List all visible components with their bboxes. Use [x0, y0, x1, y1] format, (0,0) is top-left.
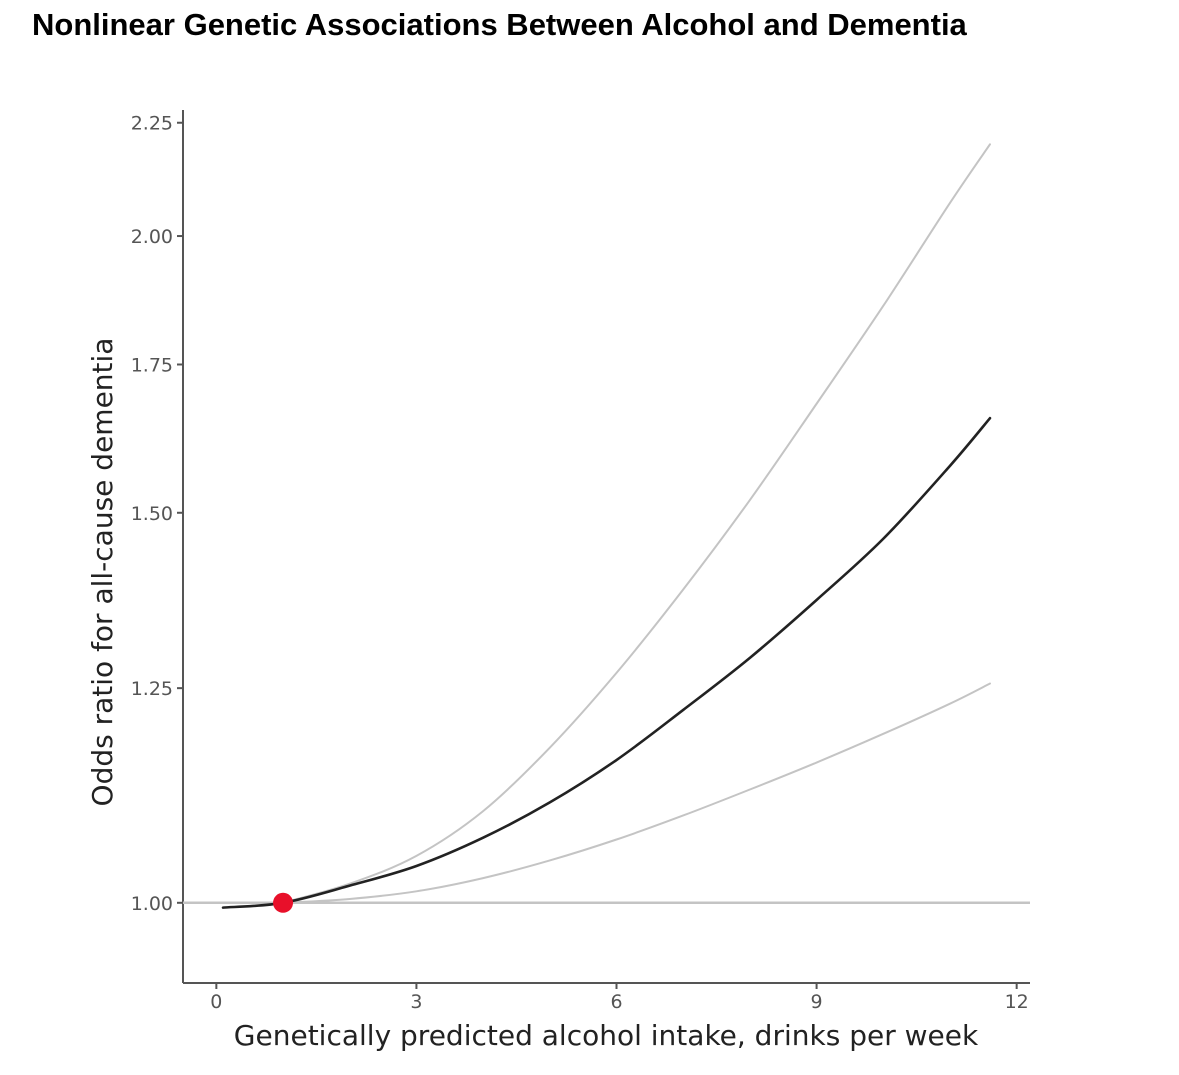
y-tick-label: 1.25	[131, 678, 173, 700]
chart-title: Nonlinear Genetic Associations Between A…	[32, 7, 967, 42]
y-axis-ticks: 1.00 1.25 1.50 1.75 2.00 2.25	[131, 113, 183, 915]
y-tick-label: 1.75	[131, 354, 173, 376]
series-line-lower-ci	[282, 682, 991, 904]
x-axis-ticks: 0 3 6 9 12	[210, 983, 1029, 1013]
x-tick-label: 6	[610, 991, 622, 1013]
series-line-estimate	[221, 416, 992, 909]
x-tick-label: 12	[1005, 991, 1029, 1013]
y-tick-label: 1.50	[131, 503, 173, 525]
reference-point	[273, 892, 294, 913]
series-layer	[221, 143, 992, 909]
x-tick-label: 3	[410, 991, 422, 1013]
y-tick-label: 2.25	[131, 113, 173, 135]
y-tick-label: 1.00	[131, 893, 173, 915]
y-axis-title: Odds ratio for all-cause dementia	[86, 338, 119, 807]
y-tick-label: 2.00	[131, 226, 173, 248]
x-axis-title: Genetically predicted alcohol intake, dr…	[234, 1019, 979, 1052]
series-line-upper-ci	[282, 143, 991, 904]
x-tick-label: 0	[210, 991, 222, 1013]
x-tick-label: 9	[811, 991, 823, 1013]
